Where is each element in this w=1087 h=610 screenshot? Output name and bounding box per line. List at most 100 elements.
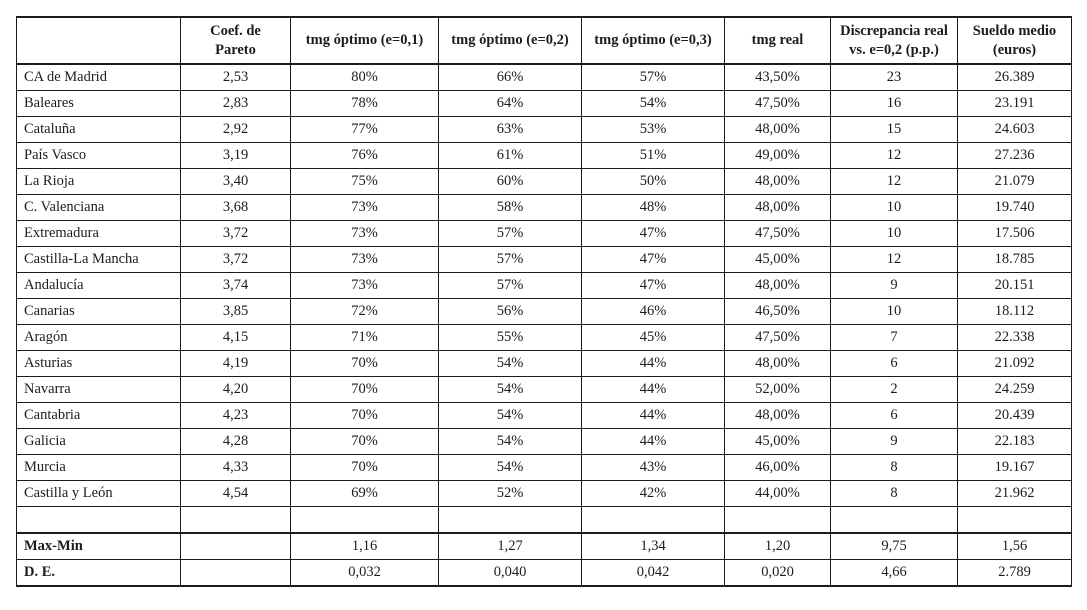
column-header: Sueldo medio (euros) (957, 16, 1072, 65)
table-cell: 54% (438, 454, 582, 481)
table-cell: 3,72 (180, 220, 291, 247)
table-cell: 2,83 (180, 90, 291, 117)
table-cell: 16 (830, 90, 958, 117)
table-cell: 46% (581, 298, 725, 325)
table-cell: 7 (830, 324, 958, 351)
table-row: C. Valenciana 3,68 73% 58% 48% 48,00% 10 19.740 (16, 194, 1072, 221)
table-cell: 1,27 (438, 532, 582, 560)
table-cell: 0,042 (581, 559, 725, 587)
table-row: Asturias 4,19 70% 54% 44% 48,00% 6 21.092 (16, 350, 1072, 377)
table-cell: 47% (581, 272, 725, 299)
row-label: Max-Min (16, 532, 181, 560)
table-cell: 19.167 (957, 454, 1072, 481)
table-cell: 47% (581, 220, 725, 247)
row-label: C. Valenciana (16, 194, 181, 221)
table-cell: 10 (830, 220, 958, 247)
table-cell: 23 (830, 63, 958, 91)
table-cell: 18.112 (957, 298, 1072, 325)
row-label: Asturias (16, 350, 181, 377)
table-row: Andalucía 3,74 73% 57% 47% 48,00% 9 20.151 (16, 272, 1072, 299)
table-cell: 1,56 (957, 532, 1072, 560)
table-cell (724, 506, 831, 534)
corner-cell (16, 16, 181, 65)
table-cell: 4,28 (180, 428, 291, 455)
table-cell: 48,00% (724, 402, 831, 429)
spacer-row (16, 506, 1072, 534)
table-cell: 2,53 (180, 63, 291, 91)
table-cell: 57% (438, 246, 582, 273)
table-cell: 50% (581, 168, 725, 195)
table-cell: 57% (581, 63, 725, 91)
table-cell (957, 506, 1072, 534)
table-cell: 57% (438, 220, 582, 247)
table-cell: 73% (290, 220, 439, 247)
table-cell: 20.151 (957, 272, 1072, 299)
table-cell: 9,75 (830, 532, 958, 560)
table-cell: 17.506 (957, 220, 1072, 247)
table-header: Coef. de Pareto tmg óptimo (e=0,1) tmg ópt… (16, 16, 1072, 65)
table-cell: 0,020 (724, 559, 831, 587)
table-row: Cantabria 4,23 70% 54% 44% 48,00% 6 20.439 (16, 402, 1072, 429)
row-label: La Rioja (16, 168, 181, 195)
table-cell: 70% (290, 454, 439, 481)
table-row: Castilla-La Mancha 3,72 73% 57% 47% 45,00% 12 1… (16, 246, 1072, 273)
table-cell: 1,16 (290, 532, 439, 560)
table-cell: 3,19 (180, 142, 291, 169)
table-cell: 73% (290, 246, 439, 273)
table-cell (581, 506, 725, 534)
table-cell: 77% (290, 116, 439, 143)
table-cell: 75% (290, 168, 439, 195)
table-cell: 48% (581, 194, 725, 221)
table-cell: 24.259 (957, 376, 1072, 403)
table-cell: 10 (830, 194, 958, 221)
column-header: tmg óptimo (e=0,3) (581, 16, 725, 65)
table-cell: 73% (290, 272, 439, 299)
column-header: tmg real (724, 16, 831, 65)
table-cell: 49,00% (724, 142, 831, 169)
table-row: Navarra 4,20 70% 54% 44% 52,00% 2 24.259 (16, 376, 1072, 403)
table-cell: 43,50% (724, 63, 831, 91)
row-label: País Vasco (16, 142, 181, 169)
table-cell (180, 506, 291, 534)
table-cell: 26.389 (957, 63, 1072, 91)
table-cell: 61% (438, 142, 582, 169)
table-cell: 4,23 (180, 402, 291, 429)
table-cell (290, 506, 439, 534)
table-cell: 20.439 (957, 402, 1072, 429)
table-row: Castilla y León 4,54 69% 52% 42% 44,00% 8 21.96… (16, 480, 1072, 507)
table-cell: 0,040 (438, 559, 582, 587)
table-cell: 12 (830, 142, 958, 169)
table-row: País Vasco 3,19 76% 61% 51% 49,00% 12 27.236 (16, 142, 1072, 169)
header-row: Coef. de Pareto tmg óptimo (e=0,1) tmg ópt… (16, 16, 1072, 65)
row-label: Extremadura (16, 220, 181, 247)
summary-row-maxmin: Max-Min 1,16 1,27 1,34 1,20 9,75 1,56 (16, 532, 1072, 560)
row-label: Galicia (16, 428, 181, 455)
table-cell: 52% (438, 480, 582, 507)
table-cell: 3,68 (180, 194, 291, 221)
table-cell: 70% (290, 376, 439, 403)
row-label: Castilla y León (16, 480, 181, 507)
table-cell: 72% (290, 298, 439, 325)
table-cell: 4,66 (830, 559, 958, 587)
table-cell: 48,00% (724, 116, 831, 143)
table-cell: 70% (290, 428, 439, 455)
column-header: tmg óptimo (e=0,1) (290, 16, 439, 65)
table-cell: 58% (438, 194, 582, 221)
table-cell: 27.236 (957, 142, 1072, 169)
table-cell: 71% (290, 324, 439, 351)
table-cell: 44% (581, 350, 725, 377)
row-label: Navarra (16, 376, 181, 403)
table-cell: 42% (581, 480, 725, 507)
table-cell: 24.603 (957, 116, 1072, 143)
table-cell: 23.191 (957, 90, 1072, 117)
table-cell: 47% (581, 246, 725, 273)
table-row: Murcia 4,33 70% 54% 43% 46,00% 8 19.167 (16, 454, 1072, 481)
table-cell: 45% (581, 324, 725, 351)
table-cell (830, 506, 958, 534)
table-cell: 18.785 (957, 246, 1072, 273)
table-cell: 47,50% (724, 324, 831, 351)
table-row: Extremadura 3,72 73% 57% 47% 47,50% 10 17.506 (16, 220, 1072, 247)
row-label: Andalucía (16, 272, 181, 299)
table-cell: 57% (438, 272, 582, 299)
table-cell: 46,50% (724, 298, 831, 325)
